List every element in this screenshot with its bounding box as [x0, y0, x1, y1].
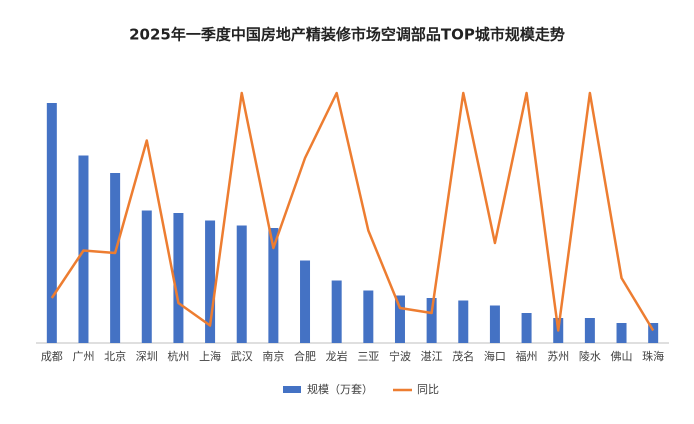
bar — [205, 220, 216, 343]
x-tick-label: 海口 — [484, 349, 506, 363]
x-tick-label: 苏州 — [547, 350, 569, 363]
bar — [236, 225, 247, 343]
bar — [616, 323, 627, 343]
x-tick-label: 龙岩 — [326, 349, 348, 363]
bar — [458, 300, 469, 343]
bar — [141, 210, 152, 343]
bar — [173, 213, 184, 343]
bar — [110, 173, 121, 343]
x-tick-label: 北京 — [104, 349, 126, 363]
x-tick-label: 陵水 — [579, 350, 601, 363]
x-tick-label: 宁波 — [389, 349, 411, 363]
bar — [300, 260, 311, 343]
x-tick-label: 上海 — [199, 349, 221, 363]
bar — [78, 155, 89, 343]
legend-label: 同比 — [417, 383, 439, 396]
bar — [46, 103, 57, 343]
x-tick-label: 三亚 — [357, 350, 379, 363]
legend-label: 规模（万套） — [307, 382, 373, 396]
x-tick-label: 南京 — [262, 349, 284, 363]
x-tick-label: 湛江 — [421, 350, 443, 363]
line-series — [50, 91, 655, 332]
x-tick-label: 福州 — [516, 349, 538, 363]
bar — [521, 313, 532, 343]
x-tick-label: 佛山 — [611, 350, 633, 363]
x-tick-label: 武汉 — [231, 350, 253, 363]
x-tick-label: 深圳 — [136, 350, 158, 363]
x-tick-label: 茂名 — [452, 349, 474, 363]
bar — [394, 295, 405, 343]
x-tick-label: 成都 — [41, 350, 63, 363]
bar — [363, 290, 374, 343]
chart-title: 2025年一季度中国房地产精装修市场空调部品TOP城市规模走势 — [129, 26, 565, 44]
bar — [268, 228, 279, 343]
bar — [489, 305, 500, 343]
x-tick-label: 合肥 — [294, 349, 316, 363]
x-tick-label: 杭州 — [167, 349, 189, 363]
bar — [584, 318, 595, 343]
bar — [648, 323, 659, 343]
x-tick-label: 珠海 — [642, 349, 664, 363]
x-tick-label: 广州 — [72, 350, 94, 363]
legend-swatch — [283, 386, 301, 393]
bar — [331, 280, 342, 343]
bar — [426, 298, 437, 343]
